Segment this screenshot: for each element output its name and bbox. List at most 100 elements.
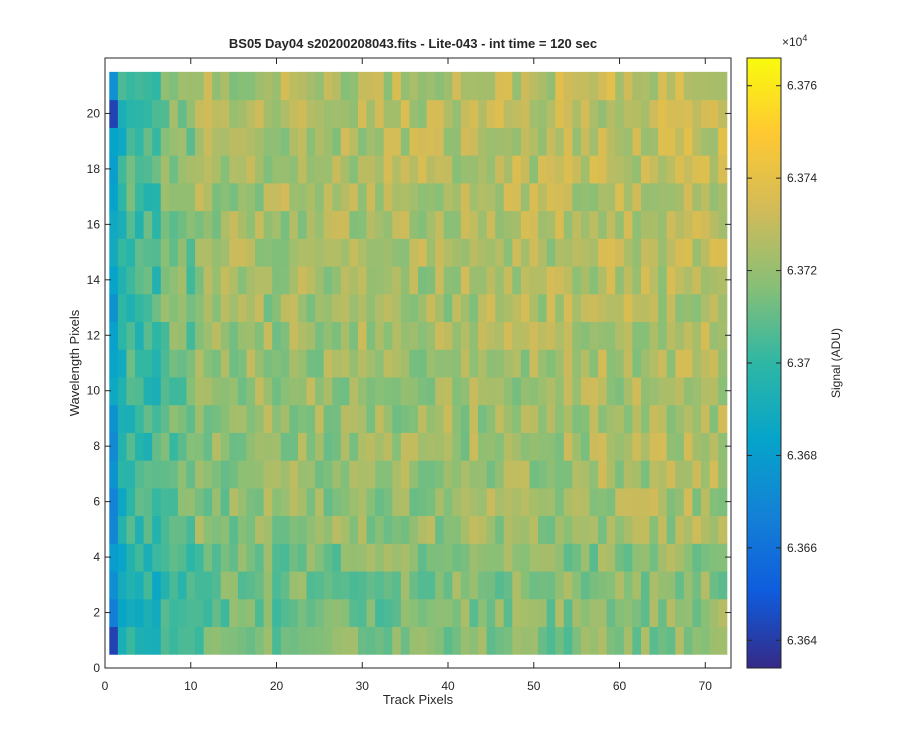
heatmap-cell <box>366 99 376 128</box>
heatmap-cell <box>486 376 496 406</box>
heatmap-cell <box>495 210 505 239</box>
heatmap-cell <box>126 432 136 461</box>
heatmap-cell <box>237 321 248 350</box>
heatmap-cell <box>546 460 556 489</box>
heatmap-cell <box>340 321 350 350</box>
heatmap-cell <box>186 99 196 128</box>
heatmap-cell <box>632 155 642 184</box>
heatmap-cell <box>692 598 702 628</box>
heatmap-cell <box>503 321 513 350</box>
heatmap-cell <box>323 349 333 378</box>
heatmap-cell <box>709 265 719 295</box>
heatmap-cell <box>203 182 213 212</box>
heatmap-cell <box>366 598 376 628</box>
heatmap-cell <box>589 598 599 628</box>
heatmap-cell <box>563 71 573 101</box>
heatmap-cell <box>640 349 651 378</box>
heatmap-cell <box>495 460 505 489</box>
heatmap-cell <box>357 404 368 433</box>
heatmap-cell <box>280 460 290 489</box>
heatmap-cell <box>426 487 436 517</box>
heatmap-cell <box>392 570 402 600</box>
heatmap-cell <box>598 404 608 433</box>
heatmap-cell <box>280 182 290 212</box>
heatmap-cell <box>332 404 342 433</box>
heatmap-cell <box>503 210 513 239</box>
heatmap-cell <box>460 515 471 544</box>
heatmap-cell <box>529 293 539 323</box>
heatmap-cell <box>169 515 179 544</box>
heatmap-cell <box>563 626 573 655</box>
heatmap-cell <box>289 515 299 544</box>
heatmap-cell <box>400 71 411 101</box>
heatmap-cell <box>555 543 565 572</box>
heatmap-cell <box>117 238 128 267</box>
heatmap-cell <box>452 626 462 655</box>
heatmap-cell <box>255 155 265 184</box>
heatmap-cell <box>452 265 462 295</box>
heatmap-cell <box>692 321 702 350</box>
heatmap-cell <box>126 460 136 489</box>
heatmap-cell <box>366 349 376 378</box>
heatmap-cell <box>623 543 633 572</box>
heatmap-cell <box>349 404 359 433</box>
heatmap-cell <box>452 321 462 350</box>
heatmap-cell <box>375 376 385 406</box>
heatmap-cell <box>357 265 368 295</box>
heatmap-cell <box>289 570 299 600</box>
heatmap-cell <box>375 543 385 572</box>
heatmap-cell <box>529 349 539 378</box>
heatmap-cell <box>392 487 402 517</box>
heatmap-cell <box>315 71 325 101</box>
heatmap-cell <box>357 321 368 350</box>
heatmap-cell <box>109 570 119 600</box>
heatmap-cell <box>160 99 170 128</box>
heatmap-cell <box>435 404 445 433</box>
heatmap-cell <box>306 293 316 323</box>
heatmap-cell <box>177 265 188 295</box>
heatmap-cell <box>606 376 616 406</box>
heatmap-cell <box>220 210 230 239</box>
heatmap-cell <box>563 182 573 212</box>
heatmap-cell <box>160 210 170 239</box>
heatmap-cell <box>623 460 633 489</box>
heatmap-cell <box>375 127 385 156</box>
heatmap-cell <box>632 127 642 156</box>
heatmap-cell <box>152 155 162 184</box>
heatmap-cell <box>683 515 694 544</box>
heatmap-cell <box>452 155 462 184</box>
heatmap-cell <box>152 598 162 628</box>
heatmap-cell <box>409 99 419 128</box>
heatmap-cell <box>632 376 642 406</box>
y-tick-label: 16 <box>87 217 101 231</box>
heatmap-cell <box>306 182 316 212</box>
heatmap-cell <box>615 460 625 489</box>
heatmap-cell <box>375 432 385 461</box>
heatmap-cell <box>332 265 342 295</box>
heatmap-cell <box>580 515 591 544</box>
heatmap-cell <box>555 404 565 433</box>
heatmap-cell <box>195 349 205 378</box>
heatmap-cell <box>640 598 651 628</box>
heatmap-cell <box>598 570 608 600</box>
heatmap-cell <box>598 543 608 572</box>
heatmap-cell <box>220 598 230 628</box>
heatmap-cell <box>220 515 230 544</box>
heatmap-cell <box>203 127 213 156</box>
heatmap-cell <box>418 432 428 461</box>
heatmap-cell <box>229 349 239 378</box>
heatmap-cell <box>272 432 282 461</box>
heatmap-cell <box>589 404 599 433</box>
heatmap-cell <box>460 127 471 156</box>
heatmap-cell <box>418 376 428 406</box>
heatmap-cell <box>409 515 419 544</box>
heatmap-cell <box>117 182 128 212</box>
heatmap-cell <box>418 182 428 212</box>
heatmap-cell <box>109 487 119 517</box>
heatmap-cell <box>109 543 119 572</box>
heatmap-cell <box>452 570 462 600</box>
heatmap-cell <box>203 376 213 406</box>
heatmap-cell <box>460 598 471 628</box>
heatmap-cell <box>640 515 651 544</box>
heatmap-cell <box>426 238 436 267</box>
